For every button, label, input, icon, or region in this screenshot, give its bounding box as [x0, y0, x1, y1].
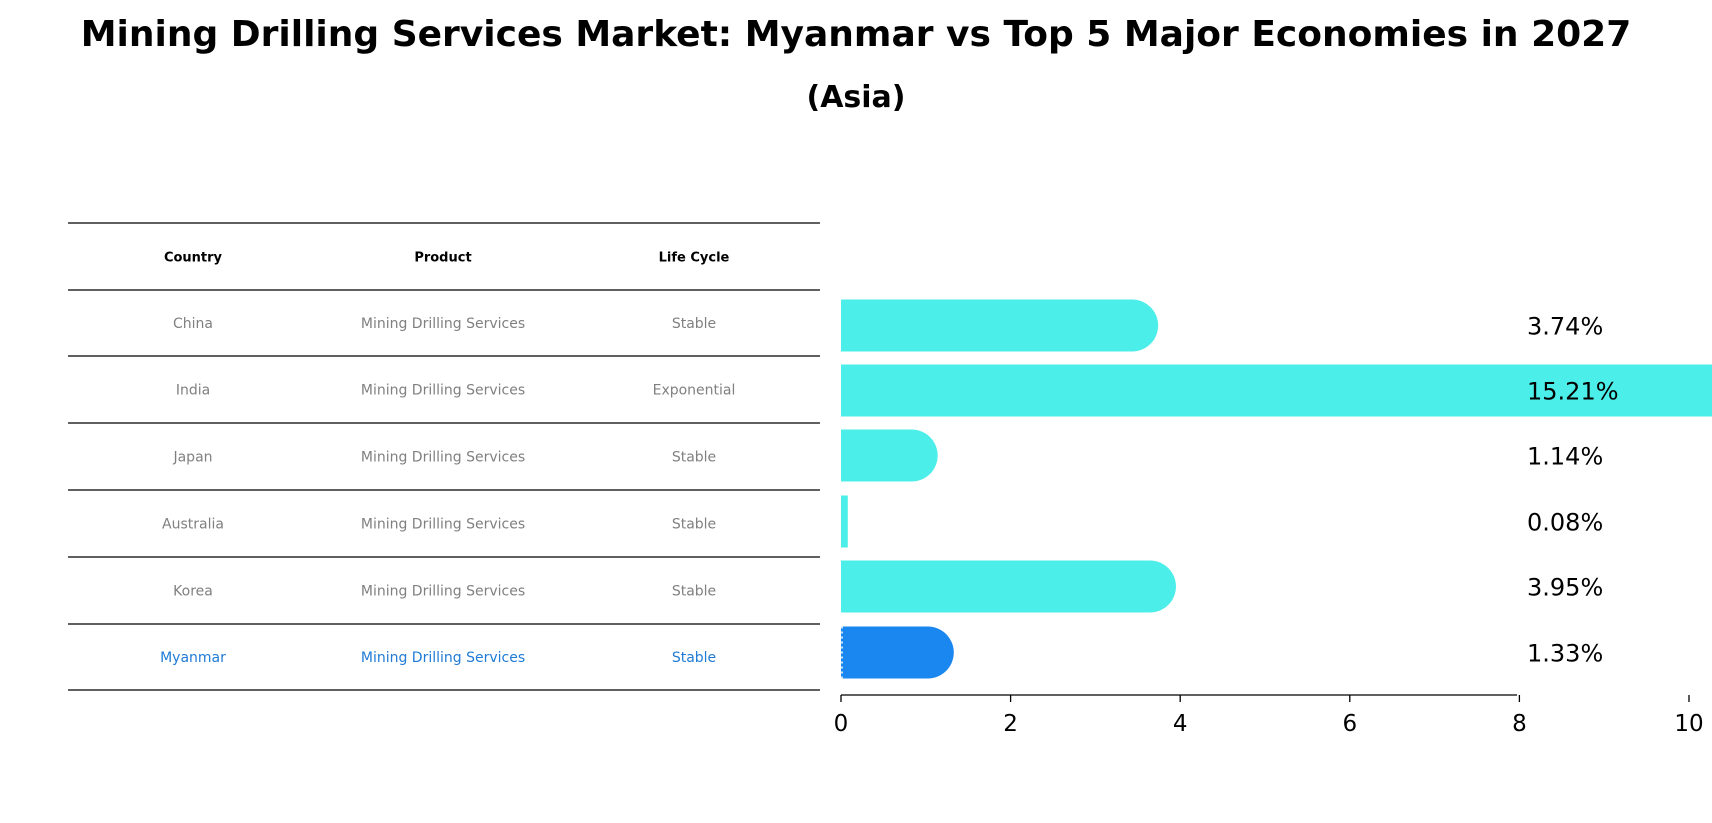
table-cell-product: Mining Drilling Services	[361, 383, 525, 399]
value-label: 3.74%	[1527, 313, 1603, 341]
x-tick-label: 4	[1173, 711, 1188, 737]
table-cell-life-cycle: Stable	[672, 517, 716, 533]
table-cell-product: Mining Drilling Services	[361, 450, 525, 466]
bar-india	[841, 364, 1712, 417]
table-header-cell: Product	[414, 251, 471, 266]
value-labels: 3.74% 15.21% 1.14% 0.08% 3.95% 1.33%	[1527, 313, 1619, 668]
table-cell-country: Korea	[173, 584, 213, 600]
x-axis: 02468101214	[834, 694, 1704, 737]
bar-china	[841, 299, 1159, 352]
table-header-cell: Country	[164, 251, 223, 266]
table-cell-country: Japan	[172, 450, 212, 466]
data-table: Country Product Life Cycle China Mining Dril…	[68, 222, 820, 691]
table-cell-country: Myanmar	[160, 650, 226, 666]
table-header-cell: Life Cycle	[659, 251, 730, 266]
table-cell-country: India	[176, 383, 210, 399]
table-cell-life-cycle: Exponential	[653, 383, 736, 399]
bar-series	[841, 299, 1712, 679]
table-cell-country: China	[173, 316, 213, 332]
table-cell-life-cycle: Stable	[672, 650, 716, 666]
x-tick-label: 0	[834, 711, 849, 737]
table-cell-product: Mining Drilling Services	[361, 650, 525, 666]
table-cell-product: Mining Drilling Services	[361, 517, 525, 533]
table-cell-product: Mining Drilling Services	[361, 584, 525, 600]
table-cell-life-cycle: Stable	[672, 450, 716, 466]
chart-subtitle: (Asia)	[806, 80, 906, 115]
value-label: 1.14%	[1527, 443, 1603, 471]
table-cell-life-cycle: Stable	[672, 584, 716, 600]
bar-myanmar	[841, 626, 954, 679]
x-tick-label: 2	[1003, 711, 1018, 737]
x-tick-label: 6	[1342, 711, 1357, 737]
table-cell-country: Australia	[162, 517, 224, 533]
value-label: 0.08%	[1527, 509, 1603, 537]
table-cell-product: Mining Drilling Services	[361, 316, 525, 332]
bar-japan	[841, 429, 938, 482]
bar-australia	[841, 495, 848, 548]
value-label: 1.33%	[1527, 640, 1603, 668]
bar-korea	[841, 560, 1176, 613]
table-cell-life-cycle: Stable	[672, 316, 716, 332]
x-tick-label: 8	[1512, 711, 1527, 737]
value-label: 15.21%	[1527, 378, 1619, 406]
chart-title: Mining Drilling Services Market: Myanmar…	[80, 14, 1632, 55]
value-label: 3.95%	[1527, 574, 1603, 602]
x-tick-label: 10	[1674, 711, 1703, 737]
